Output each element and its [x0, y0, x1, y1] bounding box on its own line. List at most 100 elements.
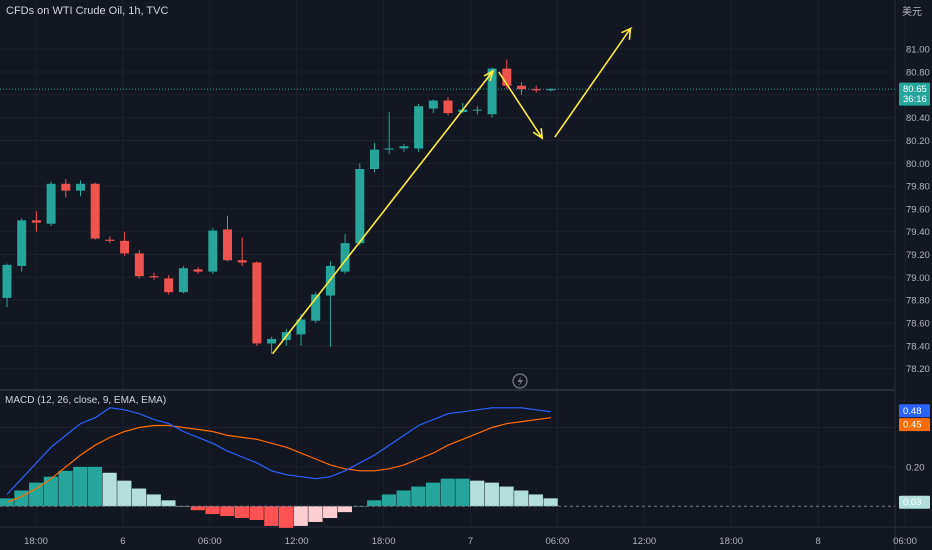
candle-body — [472, 109, 482, 111]
histogram-bar — [29, 482, 44, 507]
histogram-bar — [146, 494, 161, 507]
candle-body — [531, 89, 541, 91]
macd-histogram — [0, 466, 558, 528]
candle-body — [384, 148, 394, 150]
histogram-bar — [514, 490, 529, 507]
macd-value-badge-text: 0.48 — [903, 406, 922, 417]
candle-body — [311, 294, 321, 321]
candle-body — [46, 183, 56, 224]
histogram-bar — [367, 500, 382, 507]
histogram-bar — [440, 478, 455, 507]
candle-body — [267, 338, 277, 344]
candle-body — [370, 149, 379, 169]
histogram-bar — [278, 506, 294, 528]
price-tick-label: 78.60 — [906, 318, 930, 329]
histogram-bar — [293, 506, 308, 526]
candle-body — [296, 319, 306, 335]
time-axis[interactable]: 18:00 6 06:00 12:00 18:00 7 06:00 12:00 18:00 8 06… — [24, 536, 917, 547]
candle-body — [340, 243, 350, 272]
histogram-bar — [484, 482, 499, 507]
candle-body — [178, 268, 188, 293]
candle-body — [223, 229, 232, 261]
candle-body — [443, 100, 453, 114]
histogram-bar — [528, 494, 544, 507]
projection-arrows[interactable] — [271, 26, 633, 355]
time-tick-label: 8 — [815, 536, 820, 547]
histogram-bar — [411, 486, 426, 507]
histogram-value-badge: 0.03 — [899, 495, 930, 509]
candle-body — [208, 230, 218, 272]
price-tick-label: 78.20 — [906, 364, 930, 375]
arrow-projection-up[interactable] — [554, 26, 633, 138]
candle-body — [502, 68, 512, 86]
last-price-badge-text: 80.65 — [903, 84, 927, 95]
candle-body — [17, 220, 27, 266]
candle-body — [237, 260, 247, 263]
time-tick-label: 12:00 — [285, 536, 309, 547]
candle-body — [428, 100, 438, 109]
grid-lines — [0, 0, 906, 527]
candles — [2, 59, 556, 354]
histogram-bar — [0, 498, 14, 507]
time-tick-label: 7 — [468, 536, 473, 547]
price-tick-label: 79.40 — [906, 227, 930, 238]
histogram-bar — [249, 506, 264, 520]
histogram-bar — [308, 506, 323, 522]
histogram-bar — [205, 506, 220, 515]
candle-body — [149, 276, 159, 278]
candle-body — [487, 68, 497, 115]
candle-body — [31, 220, 41, 223]
arrow-down-trend[interactable] — [498, 71, 544, 140]
histogram-bar — [161, 500, 176, 507]
time-tick-label: 06:00 — [546, 536, 570, 547]
price-tick-label: 81.00 — [906, 45, 930, 56]
candle-body — [193, 269, 203, 272]
price-tick-label: 79.60 — [906, 204, 930, 215]
arrow-up-trend[interactable] — [271, 69, 495, 355]
histogram-bar — [43, 476, 58, 507]
chart-title[interactable]: CFDs on WTI Crude Oil, 1h, TVC — [6, 5, 169, 17]
candle-body — [164, 278, 174, 293]
price-tick-label: 80.40 — [906, 113, 930, 124]
macd-line — [6, 407, 551, 495]
candle-body — [61, 183, 71, 191]
histogram-bar — [176, 506, 191, 507]
histogram-value-badge-text: 0.03 — [903, 497, 922, 508]
signal-line — [6, 417, 551, 503]
candle-body — [517, 85, 526, 90]
price-tick-label: 79.80 — [906, 182, 930, 193]
histogram-value-badge-bg — [899, 495, 930, 509]
histogram-bar — [352, 506, 367, 507]
histogram-bar — [102, 472, 117, 507]
candle-body — [414, 106, 424, 149]
macd-indicator-label[interactable]: MACD (12, 26, close, 9, EMA, EMA) — [5, 395, 167, 406]
candle-body — [90, 183, 100, 239]
histogram-bar — [117, 480, 132, 507]
macd-tick-label: 0.20 — [906, 462, 925, 473]
candle-body — [120, 240, 130, 254]
time-tick-label: 12:00 — [632, 536, 656, 547]
price-tick-label: 78.40 — [906, 341, 930, 352]
time-tick-label: 18:00 — [719, 536, 743, 547]
signal-value-badge-text: 0.45 — [903, 420, 922, 431]
price-tick-label: 78.80 — [906, 296, 930, 307]
price-tick-label: 79.00 — [906, 273, 930, 284]
time-tick-label: 18:00 — [372, 536, 396, 547]
histogram-bar — [381, 494, 397, 507]
histogram-bar — [234, 506, 250, 519]
lightning-icon[interactable] — [512, 373, 528, 389]
price-tick-label: 80.80 — [906, 68, 930, 79]
histogram-bar — [499, 486, 514, 507]
candle-body — [355, 168, 365, 244]
histogram-bar — [264, 506, 279, 526]
candle-body — [134, 253, 144, 277]
time-tick-label: 06:00 — [893, 536, 917, 547]
candle-body — [399, 146, 409, 149]
candle-body — [105, 239, 115, 241]
last-price-badge-bg — [899, 82, 930, 106]
price-tick-label: 80.00 — [906, 159, 930, 170]
candle-body — [76, 183, 85, 191]
histogram-bar — [396, 490, 411, 507]
